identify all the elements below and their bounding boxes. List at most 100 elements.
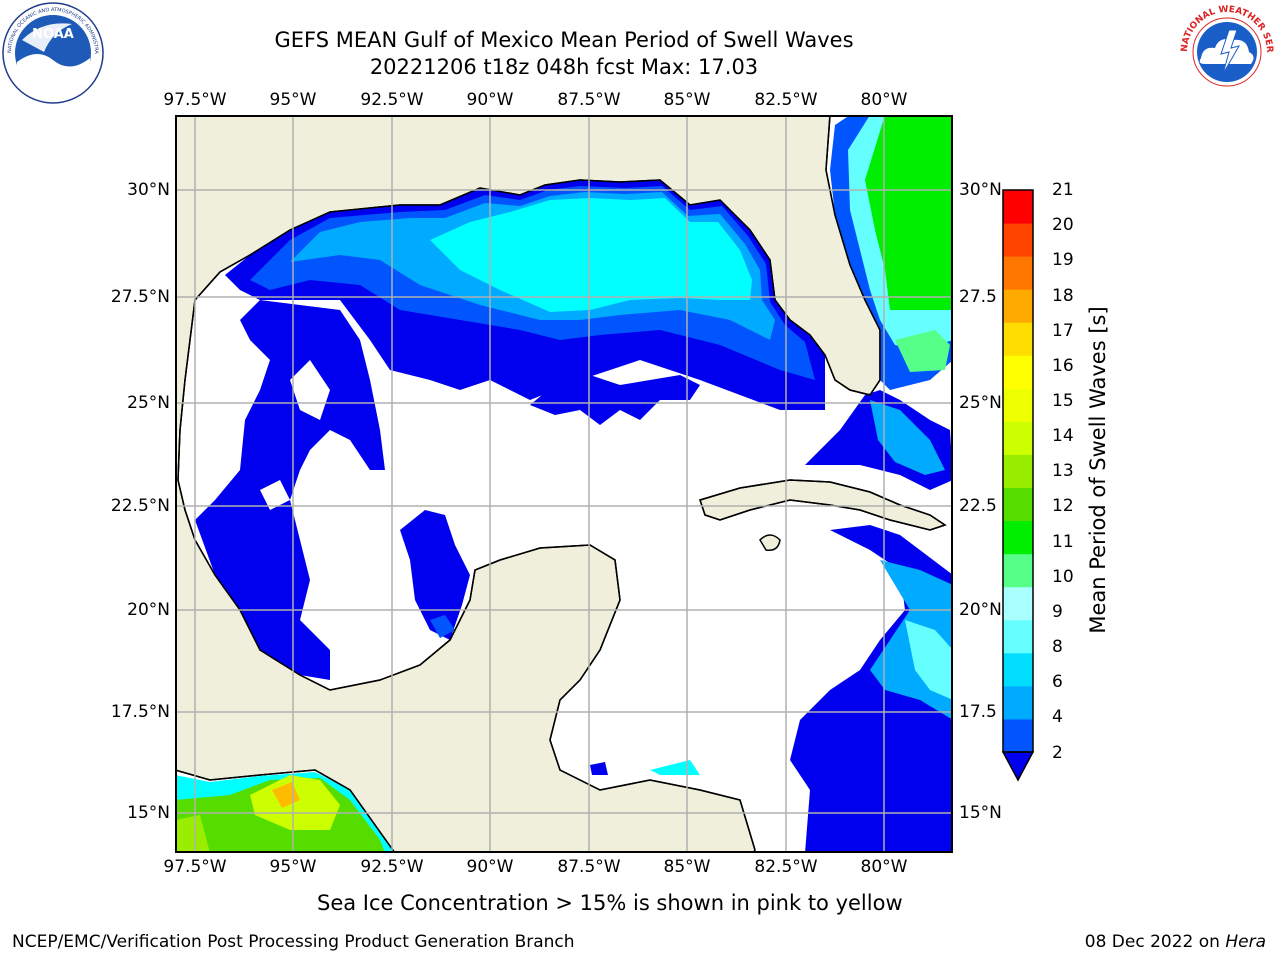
colorbar-segment (1003, 421, 1033, 455)
cb-tick-19: 19 (1052, 250, 1074, 270)
footer-date: 08 Dec 2022 on Hera (1085, 932, 1266, 952)
colorbar-svg (1001, 189, 1035, 782)
lon-label-bottom-4: 90°W (466, 857, 514, 877)
lon-label-bottom-7: 82.5°W (754, 857, 818, 877)
isle-of-youth (759, 534, 781, 552)
lon-label-top-4: 90°W (466, 90, 514, 110)
swell-band-2-4-campeche (430, 615, 455, 638)
lat-label-right-4: 22.5 (959, 496, 997, 516)
lon-label-top-6: 85°W (663, 90, 711, 110)
colorbar-segment (1003, 553, 1033, 588)
swell-band-pacific-lime (250, 775, 340, 830)
lon-label-top-2: 95°W (269, 90, 317, 110)
swell-band-blue-honduras (590, 762, 608, 775)
lat-label-left-4: 22.5°N (110, 496, 170, 516)
colorbar-segment (1003, 520, 1033, 555)
lat-label-right-3: 25°N (959, 393, 1002, 413)
lat-label-left-2: 27.5°N (110, 287, 170, 307)
cb-tick-16: 16 (1052, 356, 1074, 376)
swell-band-blue-west (195, 300, 385, 680)
lat-label-right-1: 30°N (959, 180, 1002, 200)
colorbar-segment (1003, 388, 1033, 422)
cb-tick-14: 14 (1052, 426, 1074, 446)
swell-band-blue-central (530, 375, 700, 425)
noaa-logo: NOAA NATIONAL OCEANIC AND ATMOSPHERIC AD… (0, 0, 104, 104)
swell-band-10-11-atlantic (865, 115, 953, 310)
swell-band-blue-campeche (400, 510, 470, 640)
cb-tick-9: 9 (1052, 602, 1063, 622)
cb-tick-21: 21 (1052, 180, 1074, 200)
colorbar-segment (1003, 322, 1033, 356)
colorbar-segment (1003, 718, 1033, 753)
lon-label-bottom-1: 97.5°W (163, 857, 227, 877)
lon-label-bottom-5: 87.5°W (557, 857, 621, 877)
colorbar-segment (1003, 289, 1033, 323)
sea-ice-caption: Sea Ice Concentration > 15% is shown in … (317, 891, 903, 915)
swell-band-6-9-caribbean (905, 620, 953, 700)
no-swell-hole-west-2 (260, 480, 290, 510)
lat-label-left-3: 25°N (127, 393, 170, 413)
lon-label-top-5: 87.5°W (557, 90, 621, 110)
noaa-logo-text: NOAA (32, 27, 74, 42)
colorbar-label: Mean Period of Swell Waves [s] (1086, 306, 1110, 634)
cb-tick-4: 4 (1052, 707, 1063, 727)
colorbar-segment (1003, 652, 1033, 687)
lon-label-top-8: 80°W (860, 90, 908, 110)
lon-label-bottom-2: 95°W (269, 857, 317, 877)
cb-tick-8: 8 (1052, 637, 1063, 657)
lon-label-bottom-6: 85°W (663, 857, 711, 877)
chart-title: GEFS MEAN Gulf of Mexico Mean Period of … (274, 28, 854, 52)
footer-date-text: 08 Dec 2022 on (1084, 932, 1226, 952)
cb-tick-10: 10 (1052, 567, 1074, 587)
lat-label-right-5: 20°N (959, 600, 1002, 620)
graticule (175, 115, 953, 853)
map-frame (175, 115, 953, 853)
colorbar-segment (1003, 454, 1033, 489)
footer-host: Hera (1225, 932, 1266, 952)
lat-label-left-5: 20°N (127, 600, 170, 620)
cb-tick-17: 17 (1052, 321, 1074, 341)
lat-label-right-2: 27.5 (959, 287, 997, 307)
swell-band-9-10-atlantic (895, 330, 950, 372)
swell-band-4-6-straits (870, 400, 945, 475)
cb-tick-11: 11 (1052, 532, 1074, 552)
map-svg (175, 115, 953, 853)
colorbar-segment (1003, 190, 1033, 224)
colorbar-outline (1002, 189, 1034, 753)
cb-tick-12: 12 (1052, 496, 1074, 516)
cb-tick-18: 18 (1052, 286, 1074, 306)
coastline-layer (175, 115, 947, 853)
lat-label-right-7: 15°N (959, 803, 1002, 823)
map-panel (175, 115, 953, 853)
lon-label-bottom-3: 92.5°W (360, 857, 424, 877)
colorbar-segment (1003, 223, 1033, 257)
lon-label-top-1: 97.5°W (163, 90, 227, 110)
lon-label-bottom-8: 80°W (860, 857, 908, 877)
lat-label-left-6: 17.5°N (110, 702, 170, 722)
cb-tick-15: 15 (1052, 391, 1074, 411)
cb-tick-20: 20 (1052, 215, 1074, 235)
no-swell-hole-west (290, 360, 330, 420)
lon-label-top-3: 92.5°W (360, 90, 424, 110)
cb-tick-2: 2 (1052, 743, 1063, 763)
colorbar-segment (1003, 487, 1033, 522)
chart-subtitle: 20221206 t18z 048h fcst Max: 17.03 (369, 55, 759, 79)
lat-label-right-6: 17.5 (959, 702, 997, 722)
cb-tick-13: 13 (1052, 461, 1074, 481)
swell-band-6-7-north (430, 198, 752, 312)
colorbar-under-arrow (1001, 751, 1035, 782)
colorbar-ticks: 21 20 19 18 17 16 15 14 13 12 11 10 9 8 … (1052, 0, 1112, 960)
colorbar-segment (1003, 256, 1033, 290)
swell-band-pacific-lime-corner (175, 815, 210, 853)
nws-logo: NATIONAL WEATHER SERVICE (1174, 0, 1277, 102)
footer-credit: NCEP/EMC/Verification Post Processing Pr… (12, 932, 575, 952)
colorbar (1000, 186, 1036, 786)
lat-label-left-1: 30°N (127, 180, 170, 200)
cb-tick-6: 6 (1052, 672, 1063, 692)
lat-label-left-7: 15°N (127, 803, 170, 823)
colorbar-segment (1003, 619, 1033, 654)
lon-label-top-7: 82.5°W (754, 90, 818, 110)
colorbar-segment (1003, 685, 1033, 720)
colorbar-segment (1003, 586, 1033, 621)
colorbar-segment (1003, 355, 1033, 389)
